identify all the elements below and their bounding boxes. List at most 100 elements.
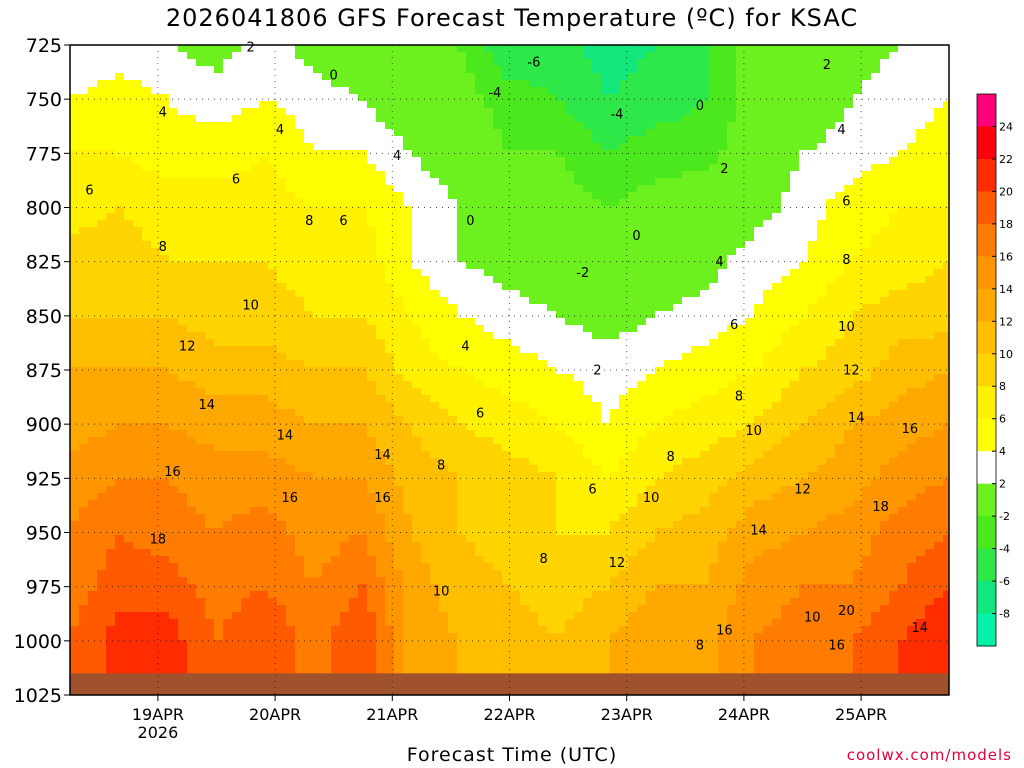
field-cell: [124, 500, 134, 508]
field-cell: [169, 353, 179, 361]
field-cell: [169, 374, 179, 382]
field-cell: [439, 66, 449, 74]
field-cell: [232, 402, 242, 410]
field-cell: [493, 493, 503, 501]
field-cell: [70, 122, 80, 130]
field-cell: [151, 451, 161, 459]
field-cell: [493, 213, 503, 221]
field-cell: [214, 164, 224, 172]
field-cell: [142, 563, 152, 571]
field-cell: [241, 640, 251, 648]
field-cell: [412, 451, 422, 459]
field-cell: [502, 458, 512, 466]
field-cell: [511, 360, 521, 368]
field-cell: [376, 101, 386, 109]
field-cell: [115, 458, 125, 466]
field-cell: [457, 346, 467, 354]
field-cell: [214, 430, 224, 438]
field-cell: [484, 402, 494, 410]
field-cell: [232, 409, 242, 417]
field-cell: [538, 136, 548, 144]
field-cell: [97, 521, 107, 529]
field-cell: [349, 654, 359, 662]
field-cell: [169, 654, 179, 662]
field-cell: [304, 430, 314, 438]
field-cell: [484, 213, 494, 221]
field-cell: [286, 150, 296, 158]
field-cell: [214, 542, 224, 550]
field-cell: [124, 59, 134, 67]
field-cell: [169, 472, 179, 480]
field-cell: [223, 381, 233, 389]
field-cell: [250, 409, 260, 417]
field-cell: [403, 241, 413, 249]
field-cell: [142, 129, 152, 137]
field-cell: [475, 605, 485, 613]
field-cell: [205, 346, 215, 354]
field-cell: [403, 633, 413, 641]
field-cell: [97, 570, 107, 578]
field-cell: [358, 290, 368, 298]
field-cell: [151, 458, 161, 466]
field-cell: [115, 430, 125, 438]
field-cell: [448, 661, 458, 669]
field-cell: [520, 276, 530, 284]
field-cell: [484, 528, 494, 536]
field-cell: [358, 108, 368, 116]
field-cell: [340, 661, 350, 669]
field-cell: [313, 409, 323, 417]
field-cell: [124, 129, 134, 137]
field-cell: [466, 136, 476, 144]
field-cell: [457, 115, 467, 123]
field-cell: [304, 514, 314, 522]
field-cell: [520, 129, 530, 137]
field-cell: [205, 388, 215, 396]
field-cell: [475, 171, 485, 179]
field-cell: [250, 507, 260, 515]
field-cell: [169, 395, 179, 403]
field-cell: [124, 73, 134, 81]
field-cell: [367, 241, 377, 249]
field-cell: [295, 262, 305, 270]
field-cell: [250, 318, 260, 326]
field-cell: [142, 605, 152, 613]
field-cell: [178, 318, 188, 326]
field-cell: [106, 535, 116, 543]
field-cell: [106, 633, 116, 641]
field-cell: [376, 269, 386, 277]
field-cell: [538, 297, 548, 305]
field-cell: [304, 241, 314, 249]
field-cell: [70, 423, 80, 431]
field-cell: [349, 416, 359, 424]
field-cell: [169, 248, 179, 256]
field-cell: [133, 570, 143, 578]
field-cell: [106, 451, 116, 459]
field-cell: [493, 262, 503, 270]
field-cell: [484, 598, 494, 606]
field-cell: [358, 59, 368, 67]
field-cell: [304, 227, 314, 235]
field-cell: [430, 381, 440, 389]
field-cell: [88, 486, 98, 494]
field-cell: [322, 360, 332, 368]
field-cell: [151, 115, 161, 123]
field-cell: [70, 360, 80, 368]
field-cell: [322, 423, 332, 431]
field-cell: [430, 584, 440, 592]
field-cell: [385, 213, 395, 221]
field-cell: [367, 458, 377, 466]
field-cell: [421, 409, 431, 417]
field-cell: [412, 269, 422, 277]
field-cell: [232, 199, 242, 207]
field-cell: [268, 59, 278, 67]
field-cell: [313, 402, 323, 410]
field-cell: [331, 346, 341, 354]
field-cell: [430, 360, 440, 368]
field-cell: [484, 171, 494, 179]
field-cell: [268, 108, 278, 116]
field-cell: [241, 178, 251, 186]
field-cell: [430, 164, 440, 172]
field-cell: [313, 73, 323, 81]
field-cell: [88, 521, 98, 529]
field-cell: [412, 458, 422, 466]
